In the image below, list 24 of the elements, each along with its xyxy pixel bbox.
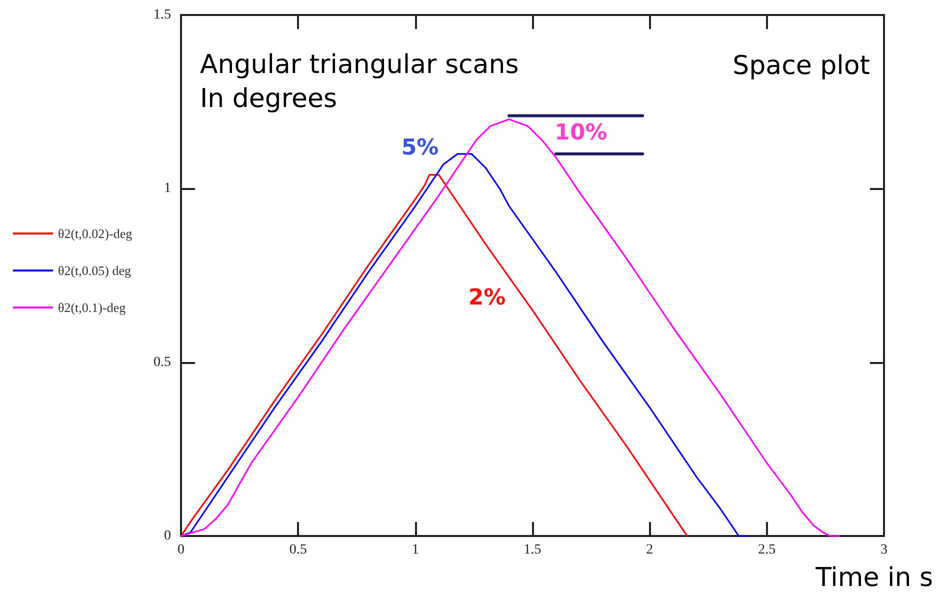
x-tick-label: 0 — [178, 542, 184, 558]
x-tick-label: 0.5 — [289, 542, 307, 558]
x-tick-label: 1 — [412, 542, 419, 558]
x-tick-label: 3 — [880, 542, 888, 558]
y-tick-label: 1 — [164, 181, 171, 196]
annotation: 10% — [554, 120, 608, 146]
legend-label: θ2(t,0.02)-deg — [58, 226, 133, 241]
text: In degrees — [200, 84, 338, 114]
line-series — [180, 118, 840, 537]
line-series — [180, 174, 688, 537]
y-tick-label: 0.5 — [154, 354, 171, 370]
annotation: 2% — [468, 286, 506, 310]
text: Angular triangular scans — [200, 50, 519, 80]
y-tick-label: 0 — [164, 528, 171, 544]
legend-label: θ2(t,0.05) deg — [58, 263, 132, 278]
line-series — [180, 153, 749, 537]
x-tick-label: 1.5 — [524, 542, 542, 558]
x-tick-label: 2 — [646, 542, 654, 558]
x-tick-label: 2.5 — [758, 542, 776, 558]
y-tick-label: 1.5 — [154, 8, 171, 22]
annotation: Space plot — [732, 51, 870, 81]
legend-label: θ2(t,0.1)-deg — [58, 300, 126, 315]
x-axis-title: Time in s — [814, 563, 933, 593]
annotation: 5% — [401, 136, 439, 160]
